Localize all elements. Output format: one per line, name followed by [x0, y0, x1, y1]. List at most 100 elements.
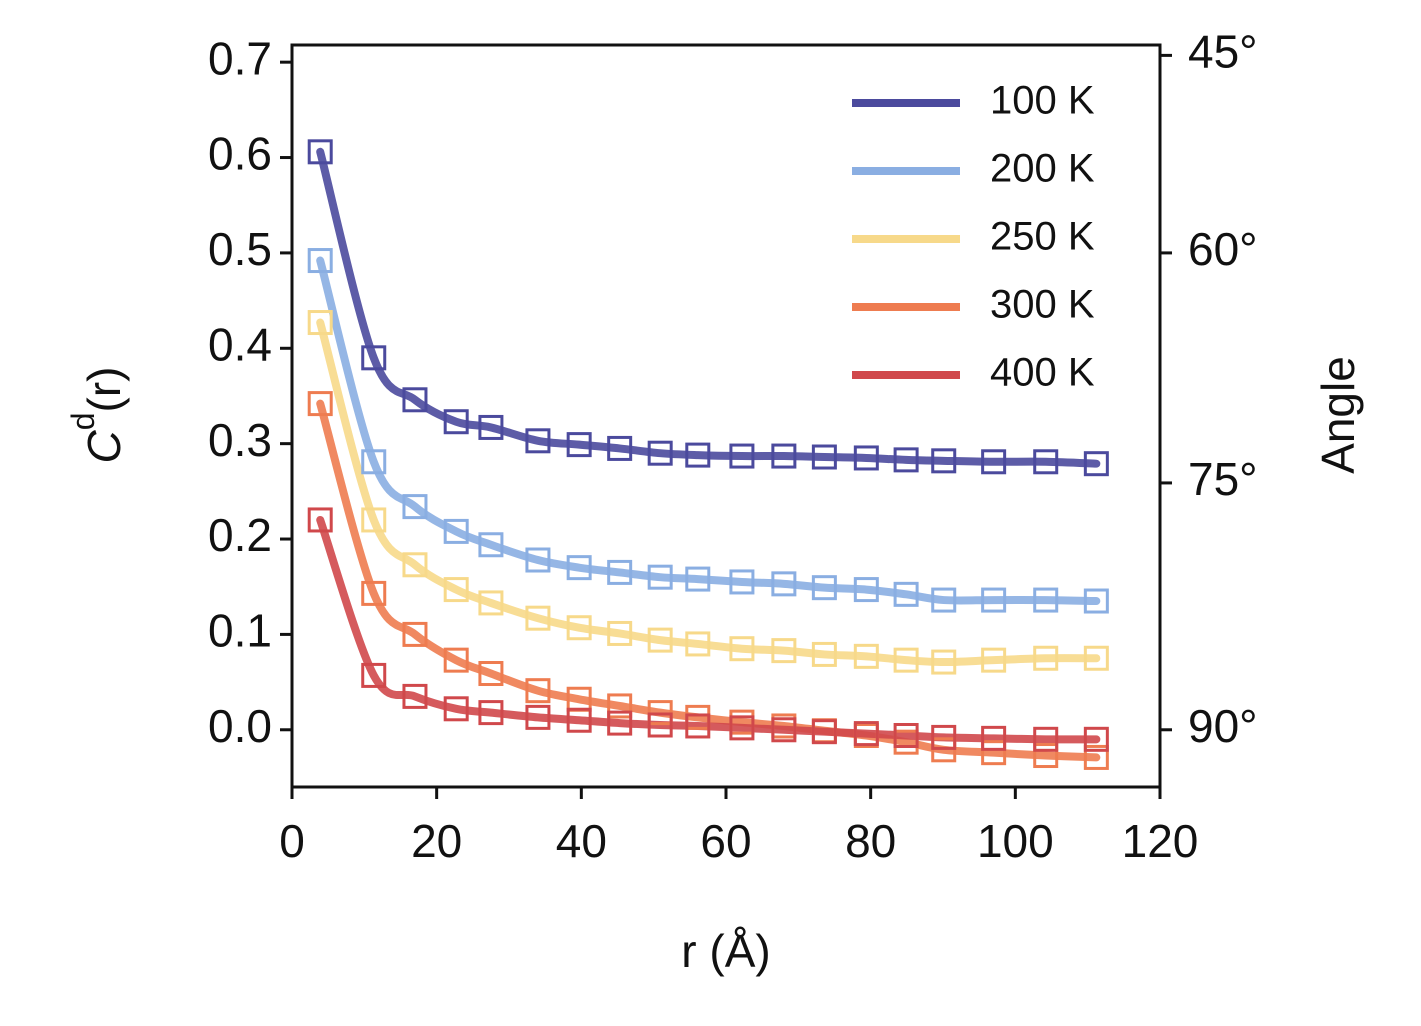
data-marker	[1083, 451, 1109, 477]
data-marker	[525, 704, 551, 730]
data-marker	[525, 428, 551, 454]
data-marker	[566, 432, 592, 458]
y-tick-label: 0.7	[208, 32, 272, 84]
x-tick-label: 0	[279, 815, 305, 867]
data-marker	[1033, 587, 1059, 613]
data-marker	[607, 559, 633, 585]
data-marker	[853, 445, 879, 471]
data-marker	[647, 712, 673, 738]
data-marker	[685, 631, 711, 657]
data-marker	[402, 621, 428, 647]
data-marker	[361, 449, 387, 475]
data-marker	[729, 569, 755, 595]
data-marker	[981, 449, 1007, 475]
data-marker	[443, 647, 469, 673]
y-tick-label: 0.3	[208, 414, 272, 466]
data-marker	[853, 643, 879, 669]
data-marker	[307, 248, 333, 274]
y-tick-label: 0.2	[208, 509, 272, 561]
data-marker	[478, 414, 504, 440]
data-marker	[981, 740, 1007, 766]
data-marker	[443, 409, 469, 435]
data-marker	[729, 636, 755, 662]
data-marker	[607, 435, 633, 461]
legend-label: 250 K	[990, 215, 1095, 259]
data-marker	[893, 447, 919, 473]
data-marker	[402, 552, 428, 578]
data-marker	[607, 710, 633, 736]
data-marker	[307, 139, 333, 165]
data-marker	[361, 662, 387, 688]
data-marker	[729, 715, 755, 741]
data-marker	[443, 577, 469, 603]
data-marker	[811, 444, 837, 470]
y-tick-label: 0.4	[208, 318, 272, 370]
data-marker	[771, 443, 797, 469]
data-marker	[981, 647, 1007, 673]
legend-label: 300 K	[990, 283, 1095, 327]
y-label-base: C	[78, 430, 130, 464]
data-marker	[1083, 726, 1109, 752]
x-tick-label: 20	[411, 815, 462, 867]
data-marker	[607, 693, 633, 719]
data-marker	[478, 532, 504, 558]
data-marker	[771, 638, 797, 664]
data-marker	[893, 647, 919, 673]
y-tick-label: 0.5	[208, 223, 272, 275]
data-marker	[811, 719, 837, 745]
data-marker	[893, 581, 919, 607]
data-marker	[1033, 645, 1059, 671]
legend-label: 400 K	[990, 351, 1095, 395]
x-tick-label: 120	[1122, 815, 1199, 867]
data-marker	[525, 605, 551, 631]
data-marker	[478, 700, 504, 726]
data-marker	[525, 678, 551, 704]
x-tick-label: 40	[556, 815, 607, 867]
data-marker	[402, 683, 428, 709]
data-marker	[811, 641, 837, 667]
data-marker	[1083, 744, 1109, 770]
y2-tick-label: 60°	[1188, 223, 1258, 275]
data-marker	[1033, 726, 1059, 752]
data-marker	[931, 724, 957, 750]
y2-axis-label: Angle	[1312, 356, 1364, 474]
y2-tick-label: 90°	[1188, 700, 1258, 752]
series-line	[316, 147, 1101, 468]
data-marker	[853, 721, 879, 747]
legend-label: 100 K	[990, 79, 1095, 123]
data-marker	[1033, 449, 1059, 475]
data-marker	[402, 387, 428, 413]
data-marker	[647, 564, 673, 590]
data-marker	[685, 566, 711, 592]
data-marker	[647, 627, 673, 653]
data-marker	[853, 577, 879, 603]
data-marker	[811, 575, 837, 601]
data-marker	[525, 547, 551, 573]
data-marker	[685, 442, 711, 468]
series-line	[316, 256, 1101, 606]
y-axis-label: Cd(r)	[65, 367, 130, 464]
series-line	[316, 318, 1101, 667]
data-marker	[931, 587, 957, 613]
legend-label: 200 K	[990, 147, 1095, 191]
data-marker	[361, 580, 387, 606]
y-label-sup: d	[65, 412, 101, 430]
data-marker	[607, 620, 633, 646]
y-tick-label: 0.1	[208, 605, 272, 657]
data-marker	[771, 571, 797, 597]
y-label-arg: (r)	[78, 367, 130, 413]
y2-tick-label: 75°	[1188, 453, 1258, 505]
data-marker	[931, 448, 957, 474]
data-marker	[402, 494, 428, 520]
data-marker	[566, 615, 592, 641]
y-tick-label: 0.0	[208, 700, 272, 752]
y-tick-label: 0.6	[208, 128, 272, 180]
data-marker	[361, 345, 387, 371]
x-axis-label: r (Å)	[681, 925, 770, 977]
data-marker	[981, 725, 1007, 751]
y2-tick-label: 45°	[1188, 26, 1258, 78]
data-marker	[307, 391, 333, 417]
data-marker	[1033, 743, 1059, 769]
x-tick-label: 60	[700, 815, 751, 867]
